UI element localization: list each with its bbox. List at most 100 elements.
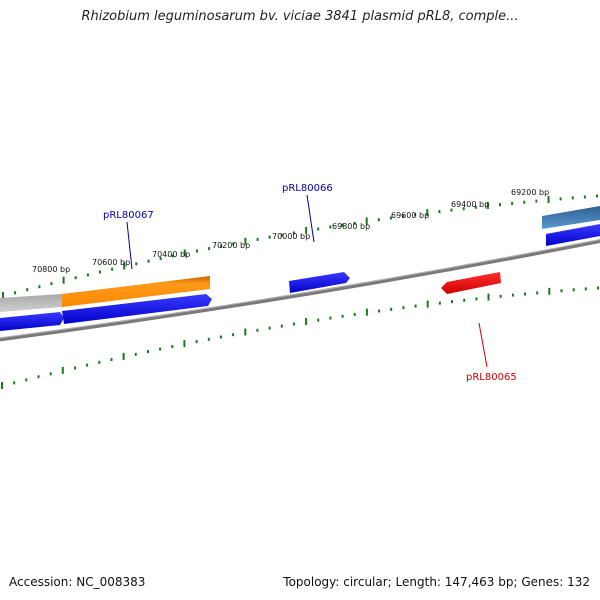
ruler-minor-tick (463, 298, 466, 302)
ruler-minor-tick (26, 288, 29, 292)
ruler-minor-tick (256, 328, 259, 332)
ruler-minor-tick (414, 304, 417, 308)
ruler-minor-tick (49, 372, 52, 376)
cds-reverse-pRL80065[interactable] (441, 272, 501, 294)
gene-label-pRL80065[interactable]: pRL80065 (466, 372, 517, 383)
ruler-minor-tick (14, 291, 17, 295)
ruler-major-tick (61, 366, 64, 374)
ruler-label: 70200 bp (212, 241, 250, 250)
ruler-minor-tick (451, 300, 453, 304)
map-title: Rhizobium leguminosarum bv. viciae 3841 … (81, 9, 519, 24)
ruler-minor-tick (25, 378, 28, 382)
ruler-minor-tick (159, 347, 162, 351)
ruler-minor-tick (511, 293, 514, 297)
ruler-minor-tick (208, 247, 211, 251)
ruler-minor-tick (171, 254, 174, 258)
ruler-minor-tick (317, 318, 320, 322)
ruler-minor-tick (232, 242, 235, 246)
ruler-minor-tick (438, 301, 441, 305)
ruler-minor-tick (280, 233, 283, 237)
ruler-minor-tick (13, 381, 16, 385)
ruler-minor-tick (402, 214, 404, 218)
ruler-minor-tick (524, 292, 526, 296)
ruler-label: 70400 bp (152, 250, 190, 259)
ruler-minor-tick (450, 208, 453, 212)
ruler-minor-tick (147, 350, 149, 354)
cds-forward[interactable] (546, 224, 600, 246)
ruler-minor-tick (499, 294, 502, 298)
ruler-major-tick (365, 308, 368, 316)
ruler-major-tick (1, 382, 3, 389)
ruler-major-tick (547, 196, 550, 203)
ruler-major-tick (2, 292, 4, 299)
genome-backbone-highlight (0, 238, 600, 339)
ruler-label: 70600 bp (92, 258, 130, 267)
ruler-minor-tick (268, 326, 271, 330)
ruler-labels: 70800 bp 70600 bp 70400 bp 70200 bp 7000… (32, 188, 549, 274)
ruler-minor-tick (341, 223, 344, 227)
genome-backbone (0, 238, 600, 342)
ruler-minor-tick (572, 288, 575, 292)
gene-label-leader (126, 221, 133, 270)
gene-label-pRL80067[interactable]: pRL80067 (103, 210, 154, 221)
genome-summary-text: Topology: circular; Length: 147,463 bp; … (283, 575, 590, 589)
ruler-minor-tick (99, 270, 101, 274)
ruler-minor-tick (523, 200, 526, 204)
ruler-label: 70000 bp (272, 232, 310, 241)
ruler-minor-tick (535, 199, 538, 203)
inner-ruler-ticks (1, 286, 599, 389)
ruler-label: 69800 bp (332, 222, 370, 231)
ruler-minor-tick (329, 316, 332, 320)
cds-forward[interactable] (0, 312, 64, 331)
cds-forward[interactable] (62, 294, 212, 324)
ruler-minor-tick (134, 352, 137, 356)
ruler-minor-tick (256, 237, 259, 241)
ruler-minor-tick (438, 210, 441, 214)
ruler-major-tick (305, 318, 308, 325)
ruler-minor-tick (596, 194, 598, 198)
ruler-label: 69200 bp (511, 188, 549, 197)
ruler-label: 69600 bp (391, 211, 429, 220)
outer-ruler-ticks (2, 194, 598, 299)
ruler-minor-tick (171, 345, 174, 349)
cds-forward-pRL80066[interactable] (289, 272, 350, 293)
ruler-minor-tick (195, 340, 198, 344)
ruler-major-tick (486, 202, 489, 209)
ruler-minor-tick (511, 201, 514, 205)
ruler-major-tick (183, 249, 186, 257)
ruler-minor-tick (474, 205, 477, 209)
gene-feature-grey[interactable] (0, 294, 62, 312)
ruler-major-tick (62, 276, 65, 284)
ruler-minor-tick (74, 276, 77, 280)
ruler-minor-tick (499, 203, 501, 207)
gene-feature-orange[interactable] (62, 276, 210, 307)
ruler-minor-tick (462, 207, 465, 211)
ruler-label: 70800 bp (32, 265, 70, 274)
ruler-minor-tick (86, 363, 89, 367)
ruler-minor-tick (317, 227, 320, 231)
ruler-minor-tick (390, 307, 393, 311)
ruler-minor-tick (196, 249, 198, 253)
ruler-major-tick (183, 340, 186, 348)
ruler-minor-tick (571, 196, 574, 200)
ruler-minor-tick (353, 221, 356, 225)
ruler-minor-tick (98, 360, 101, 364)
ruler-major-tick (426, 300, 429, 308)
ruler-major-tick (244, 237, 247, 245)
ruler-minor-tick (280, 324, 283, 328)
ruler-minor-tick (378, 309, 381, 313)
ruler-major-tick (305, 227, 308, 234)
ruler-minor-tick (353, 313, 356, 316)
ruler-minor-tick (292, 322, 295, 326)
ruler-minor-tick (220, 244, 223, 248)
gene-label-pRL80066[interactable]: pRL80066 (282, 183, 333, 194)
ruler-major-tick (244, 328, 247, 336)
ruler-major-tick (122, 352, 125, 360)
ruler-minor-tick (147, 259, 150, 263)
gene-feature-steel[interactable] (542, 206, 600, 229)
ruler-minor-tick (232, 333, 235, 337)
ruler-minor-tick (560, 289, 563, 293)
ruler-minor-tick (559, 197, 562, 201)
